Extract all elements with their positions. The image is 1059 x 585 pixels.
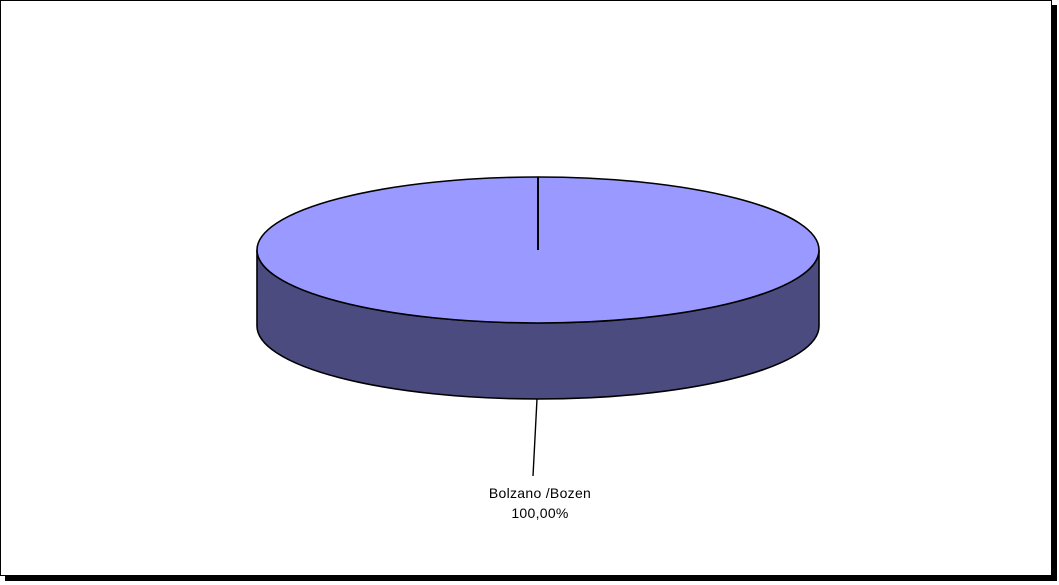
chart-shadow-right bbox=[1052, 5, 1057, 581]
slice-label-value: 100,00% bbox=[511, 505, 569, 521]
label-leader-line bbox=[532, 398, 538, 477]
slice-label: Bolzano /Bozen 100,00% bbox=[440, 483, 640, 523]
slice-label-name: Bolzano /Bozen bbox=[488, 485, 592, 501]
chart-shadow-bottom bbox=[5, 576, 1057, 581]
